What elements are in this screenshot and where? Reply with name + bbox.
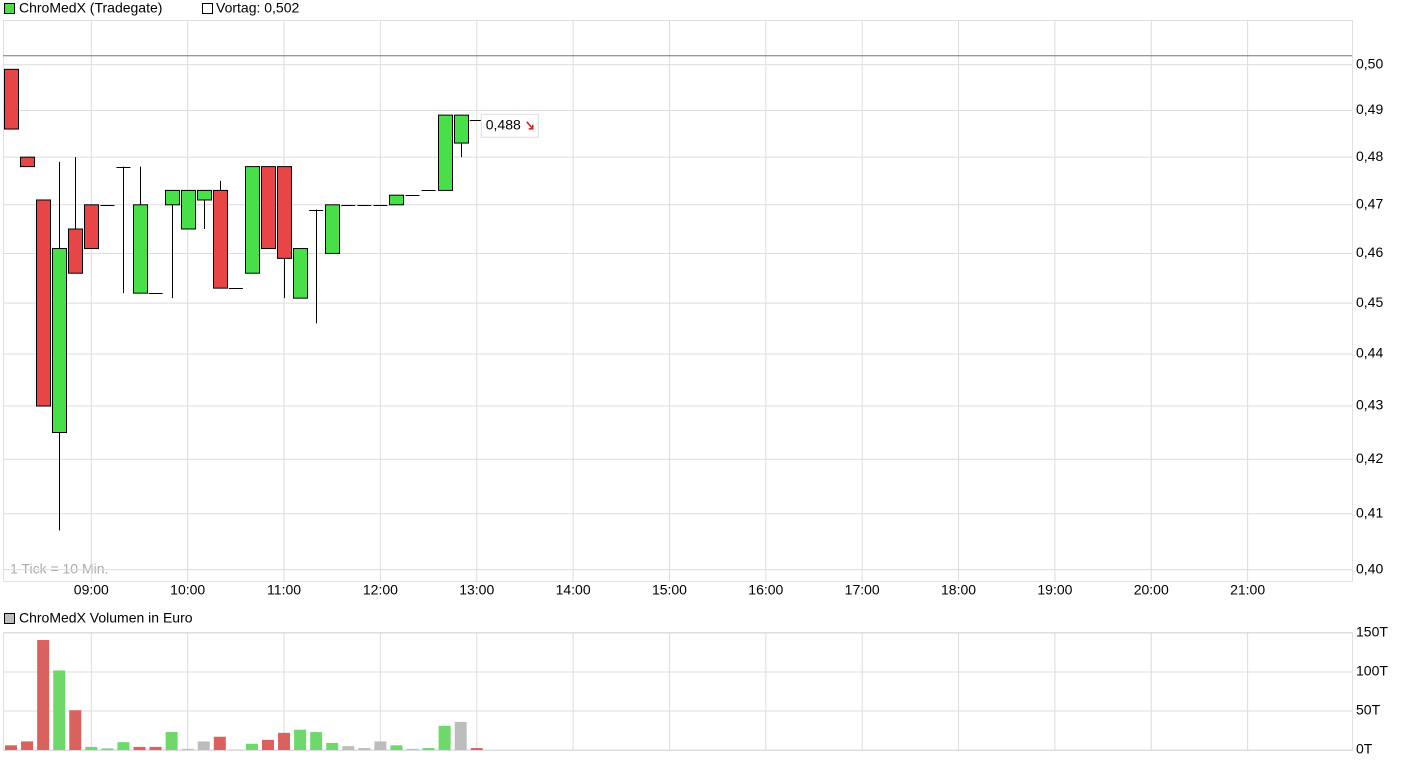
volume-bar [470, 748, 483, 750]
volume-bar [261, 739, 274, 750]
legend-swatch [4, 3, 15, 14]
candle-body [277, 166, 292, 259]
volume-bar [37, 640, 50, 750]
x-tick-label: 16:00 [748, 582, 783, 598]
candle-body [245, 166, 260, 274]
volume-bar [101, 748, 114, 750]
candle-body [133, 204, 148, 294]
legend-swatch [4, 613, 15, 624]
y-tick-label: 0,43 [1356, 397, 1383, 413]
volume-bar [422, 748, 435, 750]
x-tick-label: 20:00 [1134, 582, 1169, 598]
candle-body [293, 248, 308, 299]
y-tick-label: 0,40 [1356, 560, 1383, 576]
legend-label: Vortag: 0,502 [216, 0, 300, 16]
volume-bar [326, 742, 339, 750]
volume-bar [5, 745, 18, 750]
x-tick-label: 18:00 [941, 582, 976, 598]
x-tick-label: 13:00 [459, 582, 494, 598]
y-tick-label: 0,48 [1356, 148, 1383, 164]
candle-body [36, 199, 51, 407]
volume-bar [133, 746, 146, 750]
y-tick-label: 0,47 [1356, 195, 1383, 211]
volume-bar [294, 729, 307, 750]
candle-body [68, 228, 83, 274]
volume-bar [374, 741, 387, 750]
volume-bar [454, 721, 467, 750]
volume-bar [358, 748, 371, 750]
candle-body [181, 189, 196, 230]
y-tick-label: 0,49 [1356, 101, 1383, 117]
volume-bar [21, 741, 34, 750]
volume-frame [3, 632, 1353, 751]
y-tick-label: 0T [1356, 741, 1373, 757]
volume-bar [310, 732, 323, 750]
candle-body [325, 204, 340, 254]
volume-bar [165, 732, 178, 750]
x-tick-label: 21:00 [1230, 582, 1265, 598]
x-tick-label: 14:00 [556, 582, 591, 598]
candle-body [454, 114, 469, 144]
volume-bar [69, 710, 82, 750]
x-tick-label: 17:00 [845, 582, 880, 598]
y-tick-label: 0,41 [1356, 504, 1383, 520]
volume-bar [85, 746, 98, 750]
candle-body [389, 194, 404, 206]
x-tick-label: 10:00 [170, 582, 205, 598]
candle-body [84, 204, 99, 250]
volume-bar [117, 742, 130, 750]
y-tick-label: 0,46 [1356, 244, 1383, 260]
candle-body [197, 189, 212, 201]
volume-bar [213, 736, 226, 750]
candle-body [20, 156, 35, 168]
candle-body [261, 166, 276, 250]
y-tick-label: 0,44 [1356, 345, 1383, 361]
volume-bar [245, 743, 258, 750]
x-tick-label: 12:00 [363, 582, 398, 598]
candle-body [213, 189, 228, 289]
y-tick-label: 150T [1356, 624, 1388, 640]
candle-body [52, 248, 67, 433]
volume-bar [438, 725, 451, 750]
y-tick-label: 0,50 [1356, 56, 1383, 72]
volume-bar [197, 741, 210, 750]
last-price-box [480, 113, 539, 138]
x-tick-label: 09:00 [74, 582, 109, 598]
x-tick-label: 15:00 [652, 582, 687, 598]
last-price-label: 0,488 [486, 116, 521, 132]
candle-body [438, 114, 453, 191]
y-tick-label: 0,42 [1356, 450, 1383, 466]
candle-body [4, 68, 19, 130]
y-tick-label: 0,45 [1356, 294, 1383, 310]
y-tick-label: 100T [1356, 663, 1388, 679]
legend-label: ChroMedX (Tradegate) [19, 0, 162, 16]
legend-label: ChroMedX Volumen in Euro [19, 610, 193, 626]
volume-bar [53, 670, 66, 750]
note: 1 Tick = 10 Min. [10, 561, 108, 577]
volume-bar [406, 748, 419, 750]
x-tick-label: 11:00 [267, 582, 301, 598]
legend-swatch [202, 3, 213, 14]
volume-bar [278, 732, 291, 750]
candle-body [165, 189, 180, 206]
volume-bar [149, 746, 162, 750]
y-tick-label: 50T [1356, 702, 1381, 718]
volume-bar [390, 745, 403, 750]
price-frame [3, 20, 1353, 582]
x-tick-label: 19:00 [1037, 582, 1072, 598]
volume-bar [342, 746, 355, 750]
trend-arrow [526, 121, 534, 130]
volume-bar [181, 748, 194, 750]
